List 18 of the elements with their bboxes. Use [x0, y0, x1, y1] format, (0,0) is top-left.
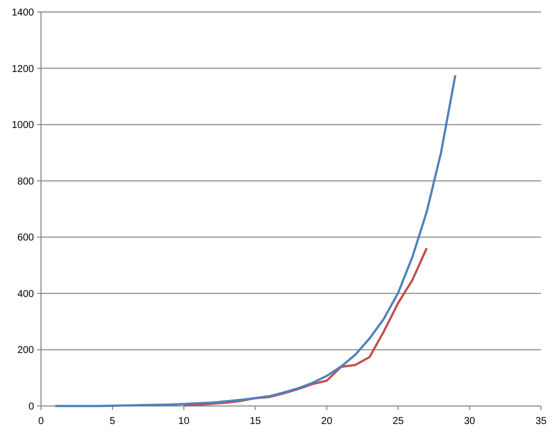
y-tick-label: 1200 — [12, 64, 34, 75]
x-tick-label: 35 — [535, 416, 547, 427]
y-tick-label: 200 — [17, 345, 34, 356]
line-series — [182, 247, 428, 407]
x-tick-label: 20 — [321, 416, 333, 427]
x-tick-label: 30 — [464, 416, 476, 427]
y-tick-label: 0 — [28, 402, 34, 412]
x-tick-label: 10 — [178, 416, 190, 427]
y-tick-label: 400 — [17, 288, 34, 300]
x-tick-label: 0 — [38, 416, 44, 427]
x-tick-label: 25 — [392, 416, 404, 427]
y-tick-label: 1400 — [12, 8, 34, 18]
line-series — [54, 74, 456, 408]
y-tick-label: 600 — [17, 232, 34, 244]
x-tick-label: 5 — [110, 416, 116, 427]
y-tick-label: 800 — [17, 176, 34, 188]
y-tick-label: 1000 — [12, 120, 34, 132]
x-tick-label: 15 — [250, 416, 262, 427]
